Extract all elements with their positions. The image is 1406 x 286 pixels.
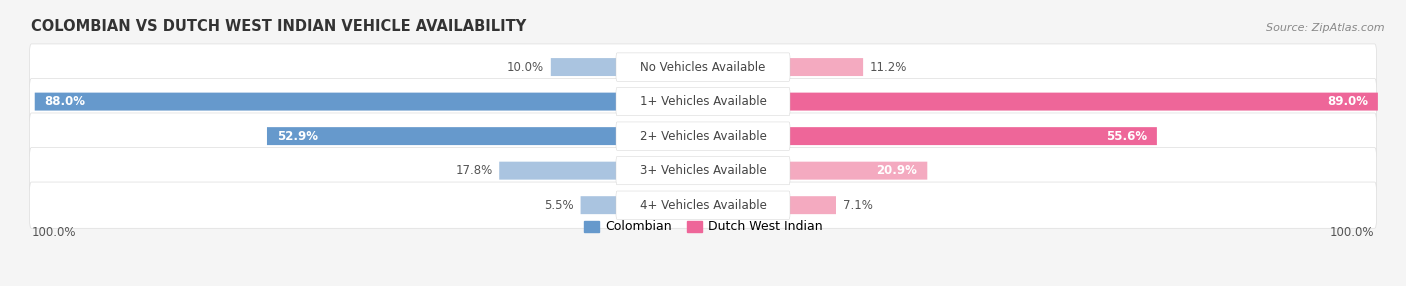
Text: 5.5%: 5.5% [544, 199, 574, 212]
FancyBboxPatch shape [499, 162, 617, 180]
Text: 2+ Vehicles Available: 2+ Vehicles Available [640, 130, 766, 143]
Text: 89.0%: 89.0% [1327, 95, 1368, 108]
FancyBboxPatch shape [789, 93, 1378, 111]
Text: 88.0%: 88.0% [45, 95, 86, 108]
FancyBboxPatch shape [616, 122, 790, 150]
Text: 17.8%: 17.8% [456, 164, 492, 177]
FancyBboxPatch shape [551, 58, 617, 76]
Text: 52.9%: 52.9% [277, 130, 318, 143]
FancyBboxPatch shape [35, 93, 617, 111]
FancyBboxPatch shape [789, 162, 928, 180]
Text: 3+ Vehicles Available: 3+ Vehicles Available [640, 164, 766, 177]
Text: 1+ Vehicles Available: 1+ Vehicles Available [640, 95, 766, 108]
Text: Source: ZipAtlas.com: Source: ZipAtlas.com [1267, 23, 1385, 33]
FancyBboxPatch shape [581, 196, 617, 214]
FancyBboxPatch shape [616, 156, 790, 185]
FancyBboxPatch shape [30, 78, 1376, 125]
Text: 4+ Vehicles Available: 4+ Vehicles Available [640, 199, 766, 212]
FancyBboxPatch shape [616, 191, 790, 219]
Text: 7.1%: 7.1% [842, 199, 873, 212]
Text: 100.0%: 100.0% [31, 226, 76, 239]
Text: 55.6%: 55.6% [1107, 130, 1147, 143]
Text: 11.2%: 11.2% [870, 61, 907, 74]
FancyBboxPatch shape [789, 58, 863, 76]
Text: 20.9%: 20.9% [876, 164, 917, 177]
FancyBboxPatch shape [789, 196, 837, 214]
Text: 10.0%: 10.0% [508, 61, 544, 74]
Legend: Colombian, Dutch West Indian: Colombian, Dutch West Indian [581, 218, 825, 236]
FancyBboxPatch shape [616, 88, 790, 116]
FancyBboxPatch shape [30, 182, 1376, 228]
FancyBboxPatch shape [616, 53, 790, 81]
FancyBboxPatch shape [30, 44, 1376, 90]
Text: 100.0%: 100.0% [1330, 226, 1375, 239]
FancyBboxPatch shape [30, 148, 1376, 194]
FancyBboxPatch shape [789, 127, 1157, 145]
FancyBboxPatch shape [30, 113, 1376, 159]
Text: No Vehicles Available: No Vehicles Available [640, 61, 766, 74]
Text: COLOMBIAN VS DUTCH WEST INDIAN VEHICLE AVAILABILITY: COLOMBIAN VS DUTCH WEST INDIAN VEHICLE A… [31, 19, 527, 34]
FancyBboxPatch shape [267, 127, 617, 145]
